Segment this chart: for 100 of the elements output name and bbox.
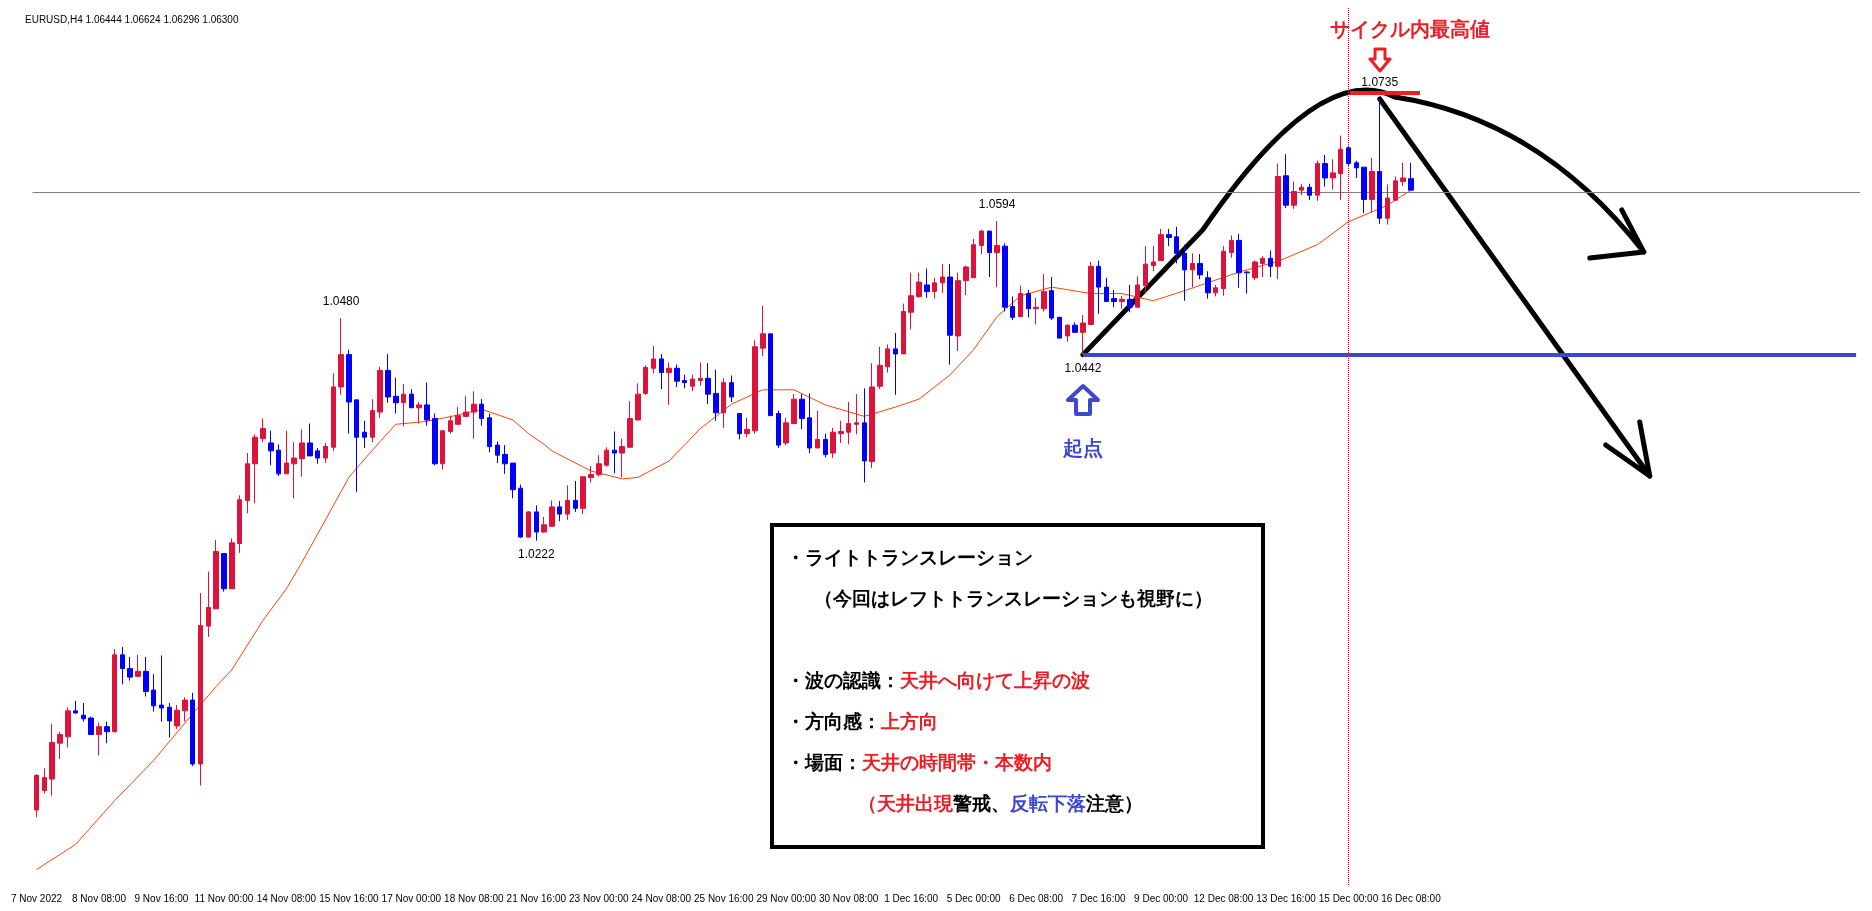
candlestick [659,353,664,390]
candlestick [1346,145,1351,167]
candlestick [96,721,102,756]
candlestick [159,655,164,723]
candlestick [42,767,47,794]
candlestick [135,654,141,677]
candlestick [1151,245,1156,272]
candlestick [151,673,156,713]
annotation: 反転下落 [1010,793,1086,814]
candlestick [807,392,812,454]
candlestick [57,731,63,760]
candlestick [1166,228,1172,247]
candlestick [463,395,469,417]
candlestick [1111,289,1117,308]
candlestick [440,430,445,471]
candlestick [1408,162,1414,192]
annotation: 天井の時間帯・本数内 [862,752,1052,773]
candlestick [385,353,391,404]
candlestick [1182,244,1187,302]
candlestick [1010,295,1015,321]
candlestick [549,499,555,528]
candlestick [1252,260,1258,281]
annotation: 起点 [1062,435,1103,461]
candlestick [1072,321,1078,333]
candlestick [479,398,484,427]
candlestick [846,401,851,445]
candlestick [518,484,523,539]
x-tick-label: 13 Dec 16:00 [1256,892,1317,904]
candlestick [1361,166,1367,214]
candlestick [502,444,508,475]
annotation: ・ライトトランスレーション [786,547,1033,568]
candlestick [1283,153,1289,209]
candlestick [596,454,602,478]
x-tick-label: 9 Dec 00:00 [1134,892,1189,904]
text: サイクル内最高値 [1329,16,1490,42]
candlestick [268,430,274,466]
candlestick [815,410,820,449]
annotation: 1.0480 [322,293,360,308]
candlestick [245,452,250,514]
candlestick [698,362,703,387]
candlestick [752,339,758,435]
candlestick [346,349,352,435]
candlestick [49,723,55,797]
candlestick [1400,162,1406,187]
candlestick [1369,157,1375,213]
candlestick [1236,233,1242,289]
candlestick [776,410,781,449]
candlestick [120,646,125,685]
candlestick [229,537,235,590]
candlestick [916,272,922,299]
candlestick [534,504,539,542]
candlestick [768,333,773,417]
candlestick [510,462,516,499]
candlestick [877,346,883,390]
candlestick [198,592,203,787]
annotation: 天井へ向けて上昇の波 [900,670,1090,691]
candlestick [1244,270,1250,295]
candlestick [947,263,953,366]
candlestick [206,571,211,638]
candlestick [627,400,633,448]
candlestick [854,393,859,435]
x-tick-label: 23 Nov 00:00 [569,892,629,904]
candlestick [1018,285,1023,318]
candlestick [1275,163,1281,280]
candlestick [721,377,726,429]
candlestick [924,267,930,299]
candlestick [823,433,828,458]
candlestick [674,364,680,388]
candlestick [541,516,547,534]
candlestick [651,345,656,374]
annotation: 警戒、 [953,793,1010,814]
candlestick [167,702,172,738]
candlestick [1393,176,1398,201]
candlestick [901,303,906,355]
candlestick [737,413,742,440]
candlestick [1260,255,1265,278]
candlestick [1307,183,1312,201]
candlestick [315,447,320,465]
candlestick [1143,245,1148,295]
candlestick [862,387,867,483]
annotation: 1.0222 [517,546,555,561]
x-tick-label: 6 Dec 08:00 [1009,892,1064,904]
candlestick [182,696,188,723]
x-tick-label: 12 Dec 08:00 [1193,892,1254,904]
candlestick [174,704,180,730]
candlestick [791,393,797,425]
candlestick [1221,245,1226,297]
candlestick [81,702,86,723]
candlestick [213,539,219,610]
annotation: （天井出現 [858,793,953,814]
candlestick [744,417,750,438]
candlestick [1174,226,1179,264]
candlestick [1190,252,1195,288]
candlestick [1291,181,1297,210]
candlestick [237,494,242,554]
candlestick [588,465,594,483]
candlestick [1096,260,1101,315]
candlestick [88,716,94,736]
candlestick [1158,228,1164,262]
candlestick [432,413,438,466]
